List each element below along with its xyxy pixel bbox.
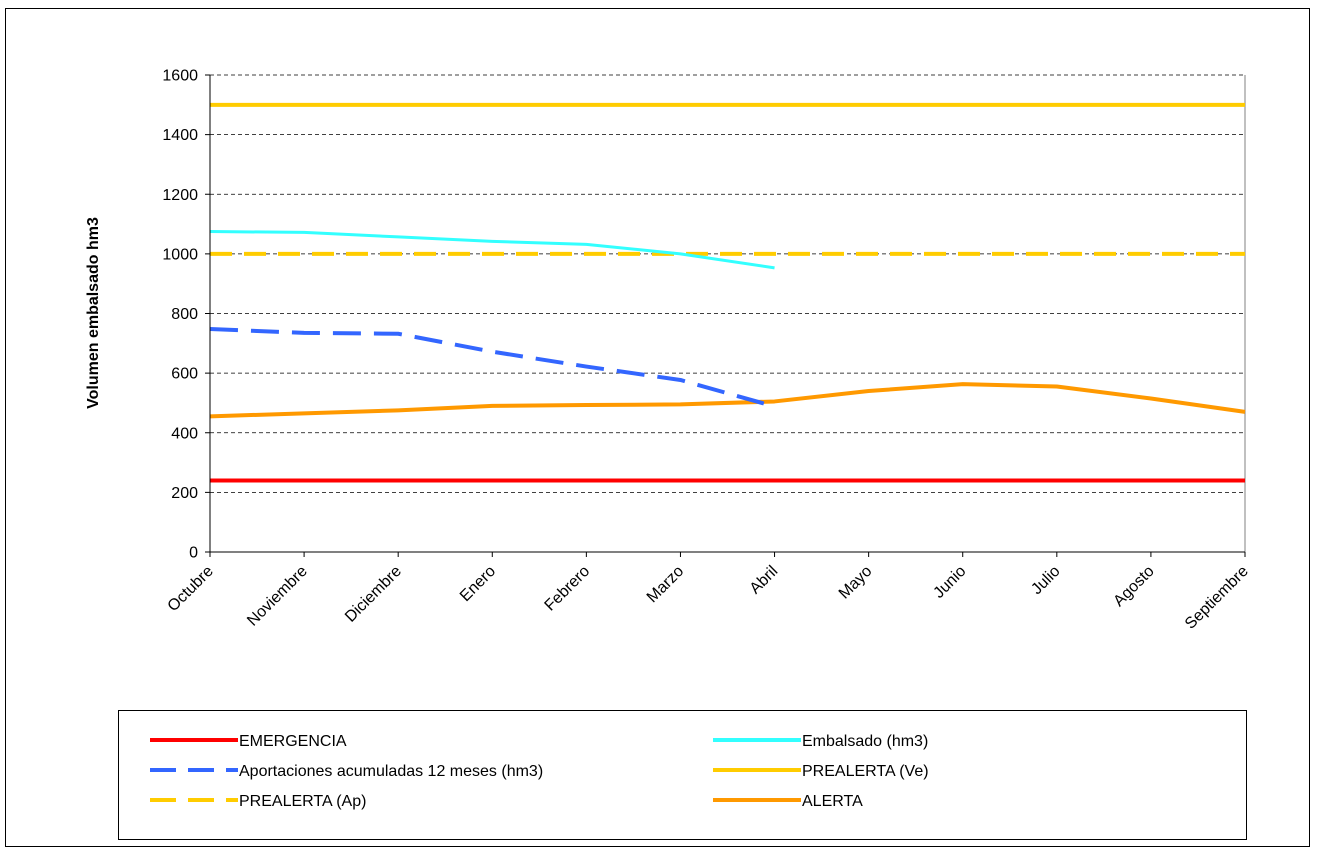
legend-label-aportaciones-acumuladas-12-meses-hm3: Aportaciones acumuladas 12 meses (hm3) <box>239 763 543 780</box>
y-tick-label-600: 600 <box>171 366 198 383</box>
series-line-alerta <box>209 382 1246 419</box>
legend-label-emergencia: EMERGENCIA <box>239 733 347 750</box>
legend-label-prealerta-ve: PREALERTA (Ve) <box>802 763 929 780</box>
y-tick-label-200: 200 <box>171 485 198 502</box>
legend-box <box>118 710 1247 840</box>
y-tick-label-800: 800 <box>171 306 198 323</box>
legend-label-alerta: ALERTA <box>802 793 863 810</box>
legend-label-prealerta-ap: PREALERTA (Ap) <box>239 793 366 810</box>
outer-border <box>5 8 1310 847</box>
y-tick-label-1400: 1400 <box>162 127 198 144</box>
legend: EMERGENCIA Embalsado (hm3) Aportaciones ac… <box>150 733 929 810</box>
y-axis-label: Volumen embalsado hm3 <box>85 217 102 409</box>
axes <box>205 74 1246 557</box>
y-tick-label-0: 0 <box>189 545 198 562</box>
y-tick-label-400: 400 <box>171 425 198 442</box>
series-line-aportaciones-acumuladas-12-meses-hm3 <box>209 327 776 409</box>
legend-label-embalsado-hm3: Embalsado (hm3) <box>802 733 928 750</box>
y-tick-labels: 0 200 400 600 800 1000 1200 1400 1600 <box>162 68 198 562</box>
series-lines <box>209 102 1246 483</box>
y-tick-label-1200: 1200 <box>162 187 198 204</box>
y-tick-label-1000: 1000 <box>162 246 198 263</box>
y-tick-label-1600: 1600 <box>162 68 198 85</box>
series-line-embalsado-hm3 <box>209 230 775 270</box>
